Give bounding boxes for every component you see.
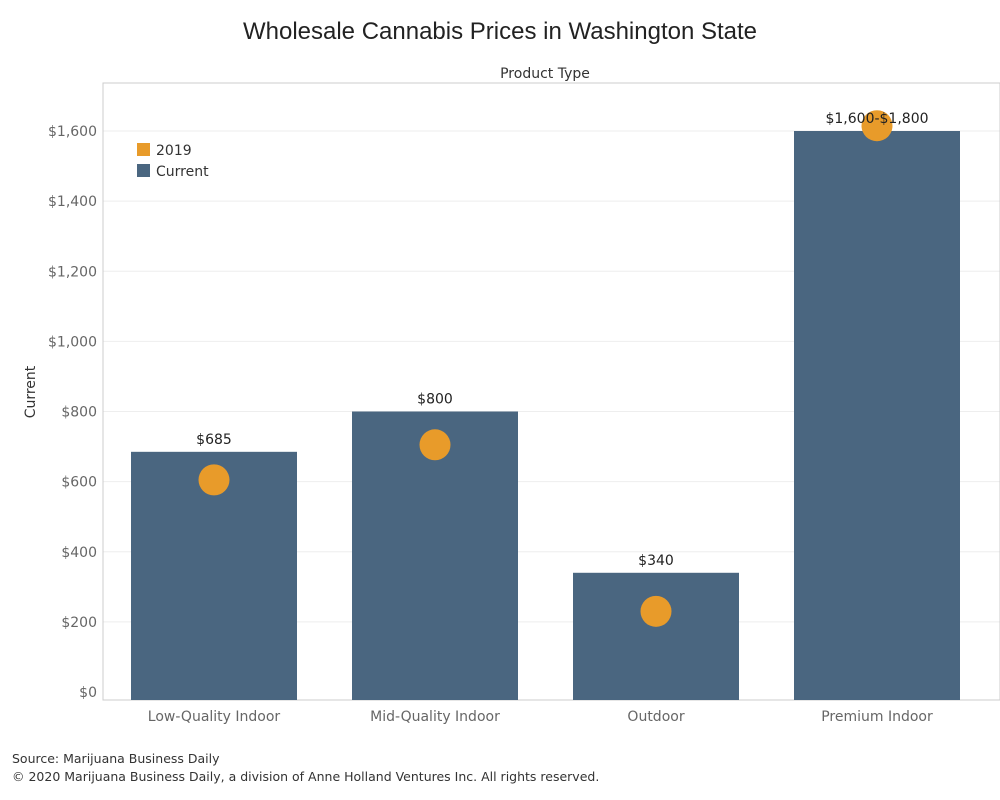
x-axis-ticks: Low-Quality Indoor Mid-Quality Indoor Outd… [148,709,933,725]
y-axis-label: Current [23,365,39,418]
x-tick-label: Outdoor [627,709,684,725]
dot-2019-low-quality-indoor [198,464,230,496]
plot-frame [102,82,1000,701]
y-tick-label: $1,200 [48,264,97,280]
bar-outdoor [573,572,739,700]
x-tick-label: Premium Indoor [821,709,933,725]
y-tick-label: $1,000 [48,334,97,350]
bar-value-label: $1,600-$1,800 [825,111,928,127]
bars [131,131,960,700]
x-axis-header: Product Type [500,66,590,82]
dot-2019-premium-indoor [861,110,893,142]
x-tick-label: Mid-Quality Indoor [370,709,500,725]
dot-2019-outdoor [640,595,672,627]
legend-swatch [137,164,150,177]
legend-label: 2019 [156,143,192,159]
x-tick-label: Low-Quality Indoor [148,709,281,725]
chart-area: $0 $200 $400 $600 $800 $1,000 $1,200 $1,400 $1,6… [23,66,1000,725]
source-note: Source: Marijuana Business Daily [12,751,220,766]
y-tick-label: $0 [79,685,97,701]
y-tick-label: $400 [61,545,97,561]
y-tick-label: $1,600 [48,124,97,140]
y-tick-label: $1,400 [48,194,97,210]
legend: 2019 Current [137,143,209,180]
legend-swatch [137,143,150,156]
bar-value-label: $685 [196,432,232,448]
legend-label: Current [156,164,209,180]
y-tick-label: $200 [61,615,97,631]
bar-premium-indoor [794,131,960,700]
dots-2019 [198,110,893,627]
y-tick-label: $800 [61,405,97,421]
bar-value-label: $800 [417,392,453,408]
chart-title: Wholesale Cannabis Prices in Washington … [242,18,758,45]
y-tick-label: $600 [61,475,97,491]
bar-value-label: $340 [638,553,674,569]
dot-2019-mid-quality-indoor [419,429,451,461]
bar-labels: $685 $800 $340 $1,600-$1,800 [196,111,928,569]
y-axis-ticks: $0 $200 $400 $600 $800 $1,000 $1,200 $1,400 $1,6… [48,124,97,701]
copyright-note: © 2020 Marijuana Business Daily, a divis… [12,769,600,784]
